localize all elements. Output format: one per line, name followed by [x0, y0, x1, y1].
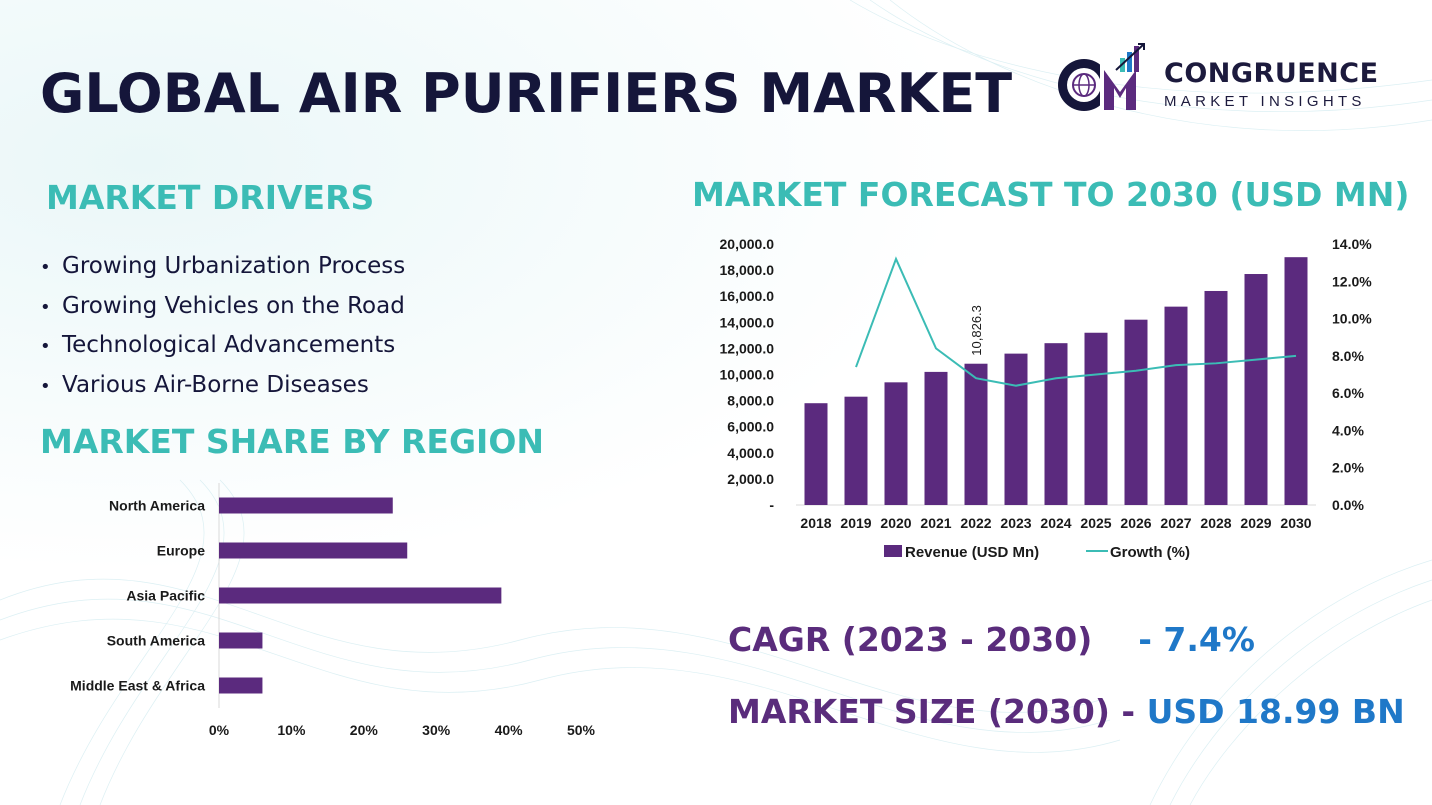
region-label: South America: [107, 633, 205, 649]
x-tick-label: 10%: [277, 722, 306, 738]
revenue-bar: [964, 363, 988, 505]
x-tick-label: 2024: [1040, 515, 1071, 531]
revenue-bar: [884, 382, 908, 505]
revenue-bar: [1004, 353, 1028, 505]
brand-logo: CONGRUENCE MARKET INSIGHTS: [1046, 40, 1406, 120]
driver-item: • Growing Vehicles on the Road: [40, 292, 405, 319]
x-tick-label: 2022: [960, 515, 991, 531]
revenue-bar: [1124, 319, 1148, 505]
region-title: MARKET SHARE BY REGION: [40, 422, 544, 461]
y-right-tick-label: 12.0%: [1332, 273, 1372, 289]
cagr-label: CAGR (2023 - 2030): [728, 620, 1093, 659]
x-tick-label: 20%: [350, 722, 379, 738]
legend-label-revenue: Revenue (USD Mn): [905, 544, 1039, 561]
driver-item: • Various Air-Borne Diseases: [40, 371, 369, 398]
x-tick-label: 2023: [1000, 515, 1031, 531]
y-right-tick-label: 2.0%: [1332, 460, 1364, 476]
x-tick-label: 2027: [1160, 515, 1191, 531]
x-tick-label: 2026: [1120, 515, 1151, 531]
page-title: GLOBAL AIR PURIFIERS MARKET: [40, 62, 1013, 125]
cagr-value: - 7.4%: [1138, 620, 1255, 659]
logo-name: CONGRUENCE: [1164, 58, 1379, 89]
x-tick-label: 50%: [567, 722, 596, 738]
congruence-logo-icon: [1058, 43, 1145, 111]
region-bar: [219, 632, 263, 649]
legend-label-growth: Growth (%): [1110, 544, 1190, 561]
x-tick-label: 2019: [840, 515, 871, 531]
y-right-tick-label: 6.0%: [1332, 385, 1364, 401]
y-left-tick-label: 16,000.0: [720, 288, 775, 304]
x-tick-label: 0%: [209, 722, 230, 738]
x-tick-label: 2018: [800, 515, 831, 531]
revenue-bar: [804, 403, 828, 505]
y-right-tick-label: 8.0%: [1332, 348, 1364, 364]
region-bar: [219, 677, 263, 694]
y-right-tick-label: 0.0%: [1332, 497, 1364, 513]
x-tick-label: 2025: [1080, 515, 1111, 531]
y-right-tick-label: 4.0%: [1332, 422, 1364, 438]
y-left-tick-label: 10,000.0: [720, 367, 775, 383]
y-left-tick-label: 6,000.0: [727, 419, 774, 435]
region-label: Asia Pacific: [126, 588, 205, 604]
revenue-bar: [1164, 306, 1188, 505]
x-tick-label: 30%: [422, 722, 451, 738]
growth-line: [855, 256, 1297, 387]
region-label: Middle East & Africa: [70, 678, 205, 694]
legend-swatch-revenue: [884, 545, 902, 557]
market-size-value: USD 18.99 BN: [1146, 692, 1405, 731]
revenue-bar: [1204, 290, 1228, 505]
driver-item: • Technological Advancements: [40, 332, 396, 358]
y-left-tick-label: 12,000.0: [720, 340, 775, 356]
region-bar: [219, 587, 502, 604]
x-tick-label: 2020: [880, 515, 911, 531]
x-tick-label: 2029: [1240, 515, 1271, 531]
y-left-tick-label: 20,000.0: [720, 236, 775, 252]
revenue-bar: [924, 371, 948, 505]
x-tick-label: 2030: [1280, 515, 1311, 531]
y-left-tick-label: 4,000.0: [727, 445, 774, 461]
y-left-tick-label: 2,000.0: [727, 471, 774, 487]
revenue-bar: [844, 396, 868, 505]
cagr-stat: CAGR (2023 - 2030) - 7.4%: [728, 620, 1255, 659]
driver-item: • Growing Urbanization Process: [40, 253, 406, 279]
revenue-bar: [1084, 332, 1108, 505]
y-left-tick-label: -: [769, 497, 774, 513]
market-size-stat: MARKET SIZE (2030) - USD 18.99 BN: [728, 692, 1405, 731]
y-left-tick-label: 18,000.0: [720, 262, 775, 278]
forecast-title: MARKET FORECAST TO 2030 (USD MN): [692, 175, 1410, 214]
region-label: North America: [109, 498, 205, 514]
region-bar: [219, 542, 408, 559]
x-tick-label: 2021: [920, 515, 951, 531]
x-tick-label: 2028: [1200, 515, 1231, 531]
revenue-bar: [1044, 343, 1068, 505]
y-right-tick-label: 10.0%: [1332, 311, 1372, 327]
region-bar: [219, 497, 393, 514]
y-left-tick-label: 8,000.0: [727, 393, 774, 409]
region-label: Europe: [157, 543, 205, 559]
drivers-list: • Growing Urbanization Process • Growing V…: [40, 250, 405, 408]
market-size-label: MARKET SIZE (2030) -: [728, 692, 1136, 731]
data-label: 10,826.3: [969, 305, 984, 356]
y-left-tick-label: 14,000.0: [720, 314, 775, 330]
revenue-bar: [1284, 257, 1308, 505]
x-tick-label: 40%: [495, 722, 524, 738]
drivers-title: MARKET DRIVERS: [46, 178, 375, 217]
y-right-tick-label: 14.0%: [1332, 236, 1372, 252]
logo-subtitle: MARKET INSIGHTS: [1164, 93, 1366, 110]
revenue-bar: [1244, 274, 1268, 505]
